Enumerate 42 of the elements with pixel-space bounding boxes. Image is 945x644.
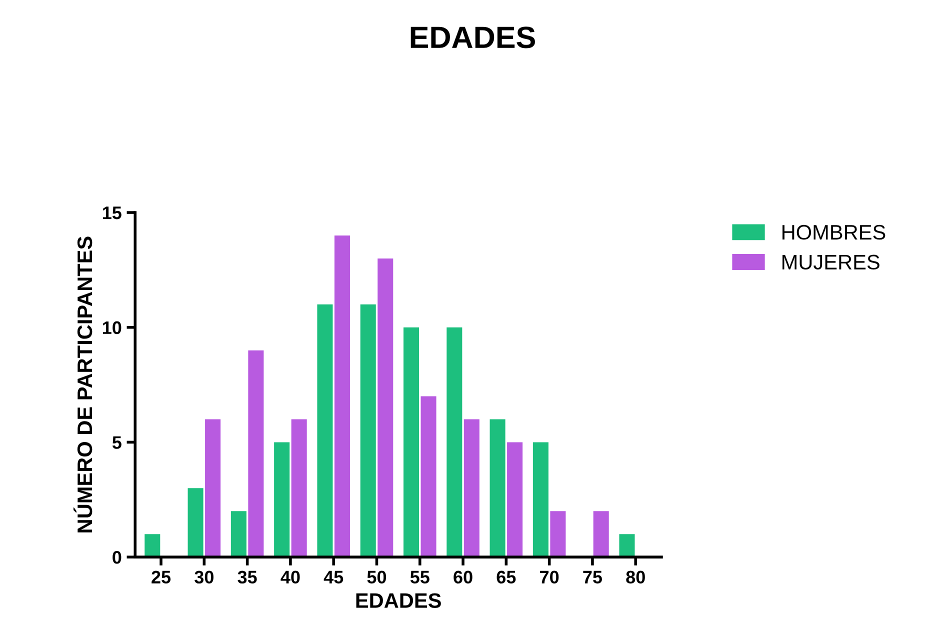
- bar: [205, 419, 221, 558]
- x-axis-title: EDADES: [356, 593, 441, 608]
- bar: [274, 442, 290, 558]
- bar: [230, 511, 246, 558]
- bar: [532, 442, 548, 558]
- x-tick-label: 35: [238, 570, 257, 584]
- bar: [144, 534, 160, 558]
- bar: [464, 419, 480, 558]
- y-tick-label: 0: [112, 550, 122, 564]
- bar: [507, 442, 523, 558]
- bar: [334, 235, 350, 558]
- bar: [403, 327, 420, 558]
- bar: [490, 419, 506, 558]
- legend-label: HOMBRES: [782, 224, 886, 240]
- x-tick-label: 40: [280, 570, 300, 584]
- y-tick-label: 10: [102, 321, 122, 334]
- x-tick-label: 75: [583, 570, 602, 584]
- bar: [550, 511, 566, 558]
- bar: [317, 304, 333, 558]
- x-tick-label: 45: [324, 570, 344, 584]
- bar: [360, 304, 376, 558]
- x-tick-label: 60: [454, 570, 472, 584]
- x-tick-label: 80: [626, 570, 645, 584]
- bar: [446, 327, 462, 558]
- x-tick-label: 55: [410, 570, 430, 584]
- x-tick-label: 30: [194, 570, 214, 584]
- x-tick-label: 25: [152, 570, 171, 584]
- y-axis-title: NÚMERO DE PARTICIPANTES: [74, 236, 92, 532]
- y-tick-label: 15: [102, 206, 122, 220]
- x-tick-label: 65: [496, 570, 516, 584]
- y-tick-label: 5: [112, 436, 122, 449]
- x-tick-label: 70: [540, 570, 559, 584]
- bar: [619, 534, 635, 558]
- bar: [188, 488, 204, 558]
- bar: [420, 396, 436, 558]
- legend-label: MUJERES: [782, 254, 880, 270]
- bar: [248, 350, 264, 558]
- bar: [378, 258, 394, 558]
- bar: [593, 511, 609, 558]
- chart-title: EDADES: [410, 26, 535, 48]
- x-tick-label: 50: [367, 570, 386, 584]
- bar: [291, 419, 307, 558]
